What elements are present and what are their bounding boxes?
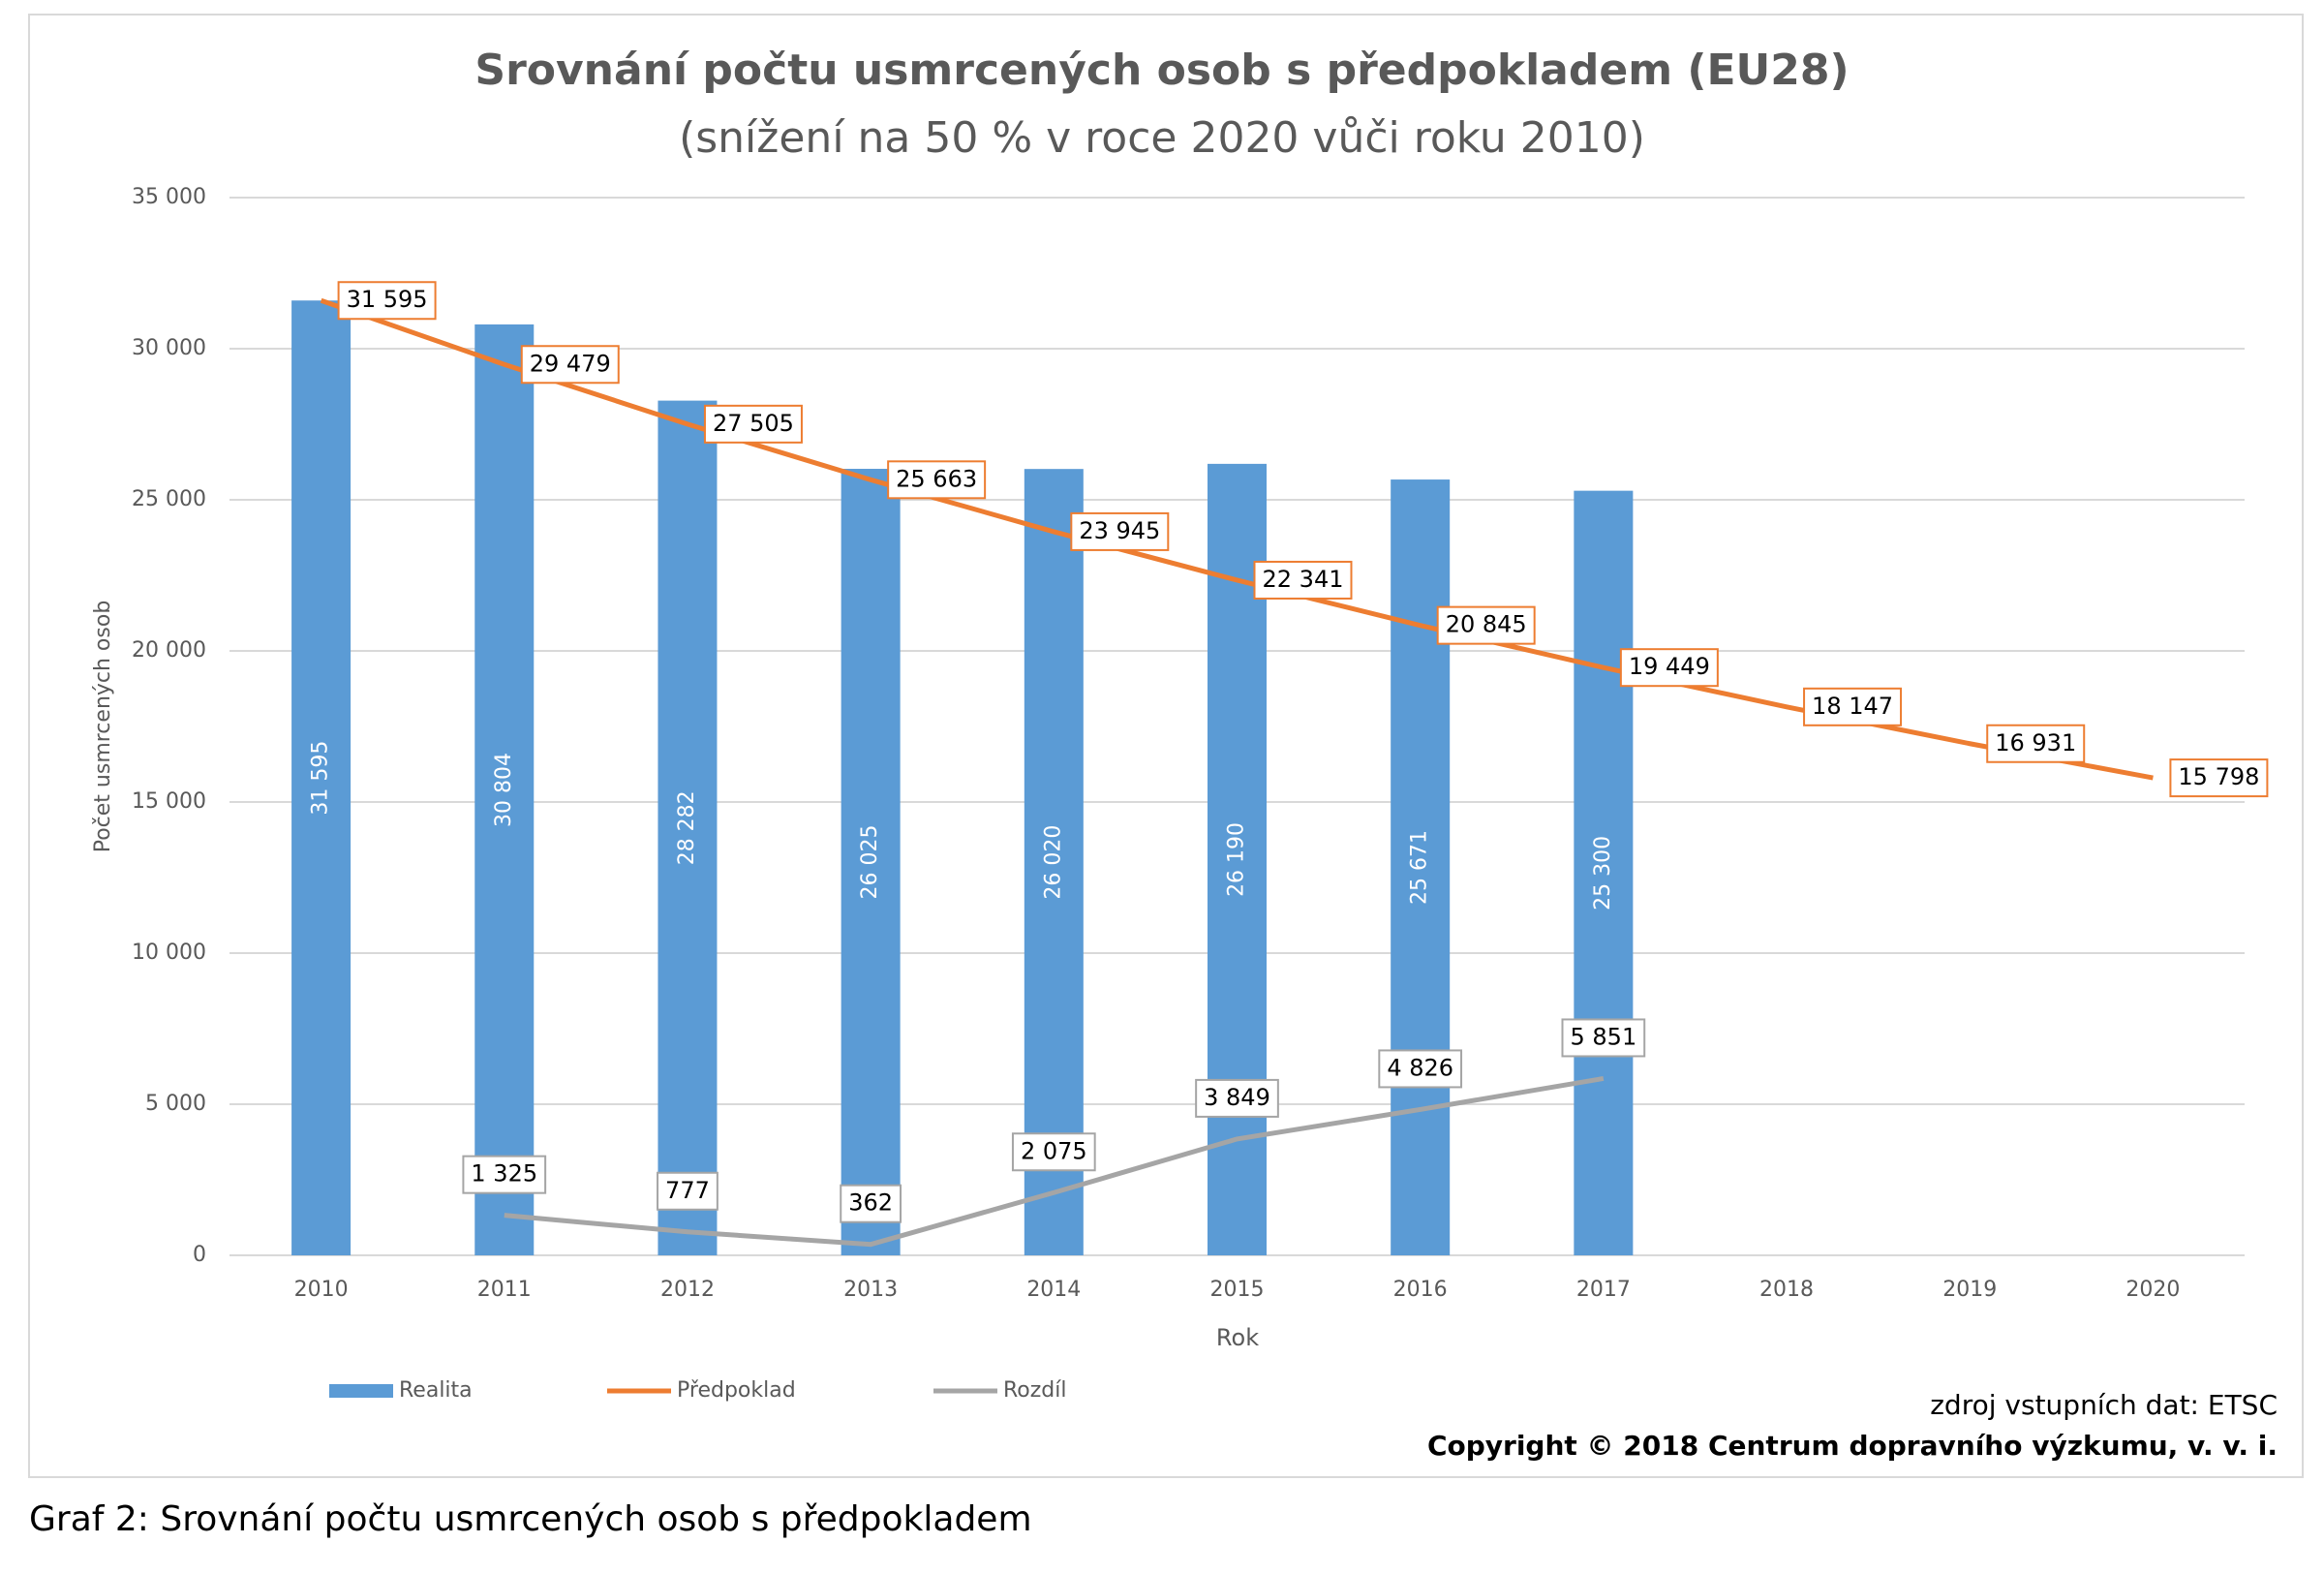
x-tick-label: 2016 <box>1393 1278 1448 1302</box>
data-label: 3 849 <box>1204 1084 1270 1111</box>
data-label: 31 595 <box>347 286 428 313</box>
x-tick-label: 2010 <box>294 1278 349 1302</box>
data-label: 2 075 <box>1021 1137 1087 1164</box>
data-label: 19 449 <box>1629 653 1710 680</box>
data-label: 15 798 <box>2178 763 2259 790</box>
x-tick-label: 2017 <box>1576 1278 1631 1302</box>
x-tick-label: 2014 <box>1026 1278 1081 1302</box>
chart-frame <box>28 14 2304 1478</box>
data-label-box <box>337 281 437 321</box>
data-label: 5 851 <box>1571 1023 1637 1050</box>
data-label-box <box>1561 1018 1646 1058</box>
x-tick-label: 2015 <box>1210 1278 1265 1302</box>
data-label: 23 945 <box>1079 517 1160 544</box>
y-axis-title: Počet usmrcených osob <box>91 601 115 853</box>
data-label: 29 479 <box>530 350 611 377</box>
data-label-box <box>1253 560 1353 600</box>
data-label-box <box>1378 1049 1463 1089</box>
data-label-box <box>887 460 987 500</box>
data-label-box <box>703 404 803 444</box>
bar <box>1574 490 1634 1255</box>
data-label: 16 931 <box>1995 729 2076 756</box>
data-label-box <box>1986 724 2086 763</box>
legend-label: Předpoklad <box>677 1378 796 1403</box>
legend-label: Realita <box>399 1378 473 1403</box>
data-label-box <box>1803 687 1903 726</box>
data-label-box <box>657 1171 719 1211</box>
x-tick-label: 2012 <box>660 1278 715 1302</box>
bar <box>1024 469 1084 1255</box>
x-tick-label: 2019 <box>1942 1278 1997 1302</box>
y-tick-label: 10 000 <box>132 941 206 965</box>
line <box>504 1075 1605 1248</box>
bar-value-label: 30 804 <box>492 753 516 827</box>
data-label: 777 <box>665 1177 710 1204</box>
bar-value-label: 31 595 <box>309 741 333 816</box>
bar-value-label: 25 300 <box>1591 836 1615 910</box>
chart-subtitle: (snížení na 50 % v roce 2020 vůči roku 2… <box>679 113 1645 163</box>
legend-swatch <box>329 1384 393 1398</box>
x-tick-label: 2011 <box>477 1278 532 1302</box>
y-tick-label: 30 000 <box>132 336 206 360</box>
data-label-box <box>1070 511 1170 551</box>
copyright: Copyright © 2018 Centrum dopravního výzk… <box>1427 1430 2278 1462</box>
data-label: 1 325 <box>471 1160 537 1188</box>
data-label-box <box>1011 1132 1096 1172</box>
data-label: 25 663 <box>896 465 977 492</box>
bar-value-label: 26 020 <box>1041 825 1065 900</box>
data-label-box <box>1619 648 1719 688</box>
data-label: 22 341 <box>1263 566 1344 593</box>
chart-title: Srovnání počtu usmrcených osob s předpok… <box>474 46 1849 95</box>
x-tick-label: 2013 <box>843 1278 898 1302</box>
data-label: 362 <box>848 1189 893 1217</box>
source-note: zdroj vstupních dat: ETSC <box>1930 1389 2278 1421</box>
data-label-box <box>462 1155 547 1194</box>
x-axis-title: Rok <box>1216 1324 1259 1351</box>
x-tick-label: 2020 <box>2125 1278 2180 1302</box>
bar <box>657 400 718 1256</box>
y-tick-label: 0 <box>193 1243 206 1267</box>
data-label: 18 147 <box>1812 693 1893 720</box>
data-label-box <box>2169 758 2269 798</box>
y-tick-label: 25 000 <box>132 487 206 511</box>
data-label: 4 826 <box>1387 1054 1453 1081</box>
bar-value-label: 26 190 <box>1225 822 1249 897</box>
data-label-box <box>1195 1078 1279 1118</box>
data-label: 20 845 <box>1446 611 1527 638</box>
data-label: 27 505 <box>713 410 794 437</box>
y-tick-label: 15 000 <box>132 789 206 814</box>
y-tick-label: 5 000 <box>145 1092 206 1116</box>
data-label-box <box>840 1184 902 1223</box>
data-label-box <box>1436 605 1536 645</box>
bar-value-label: 25 671 <box>1408 830 1432 905</box>
bar <box>841 469 901 1255</box>
legend-label: Rozdíl <box>1003 1378 1067 1403</box>
bar <box>474 324 535 1256</box>
data-label-box <box>520 345 620 385</box>
bar-value-label: 28 282 <box>675 790 699 865</box>
bar-value-label: 26 025 <box>858 825 882 900</box>
y-tick-label: 35 000 <box>132 185 206 209</box>
bar <box>291 300 352 1256</box>
caption: Graf 2: Srovnání počtu usmrcených osob s… <box>29 1499 1032 1539</box>
x-tick-label: 2018 <box>1759 1278 1814 1302</box>
y-tick-label: 20 000 <box>132 638 206 663</box>
